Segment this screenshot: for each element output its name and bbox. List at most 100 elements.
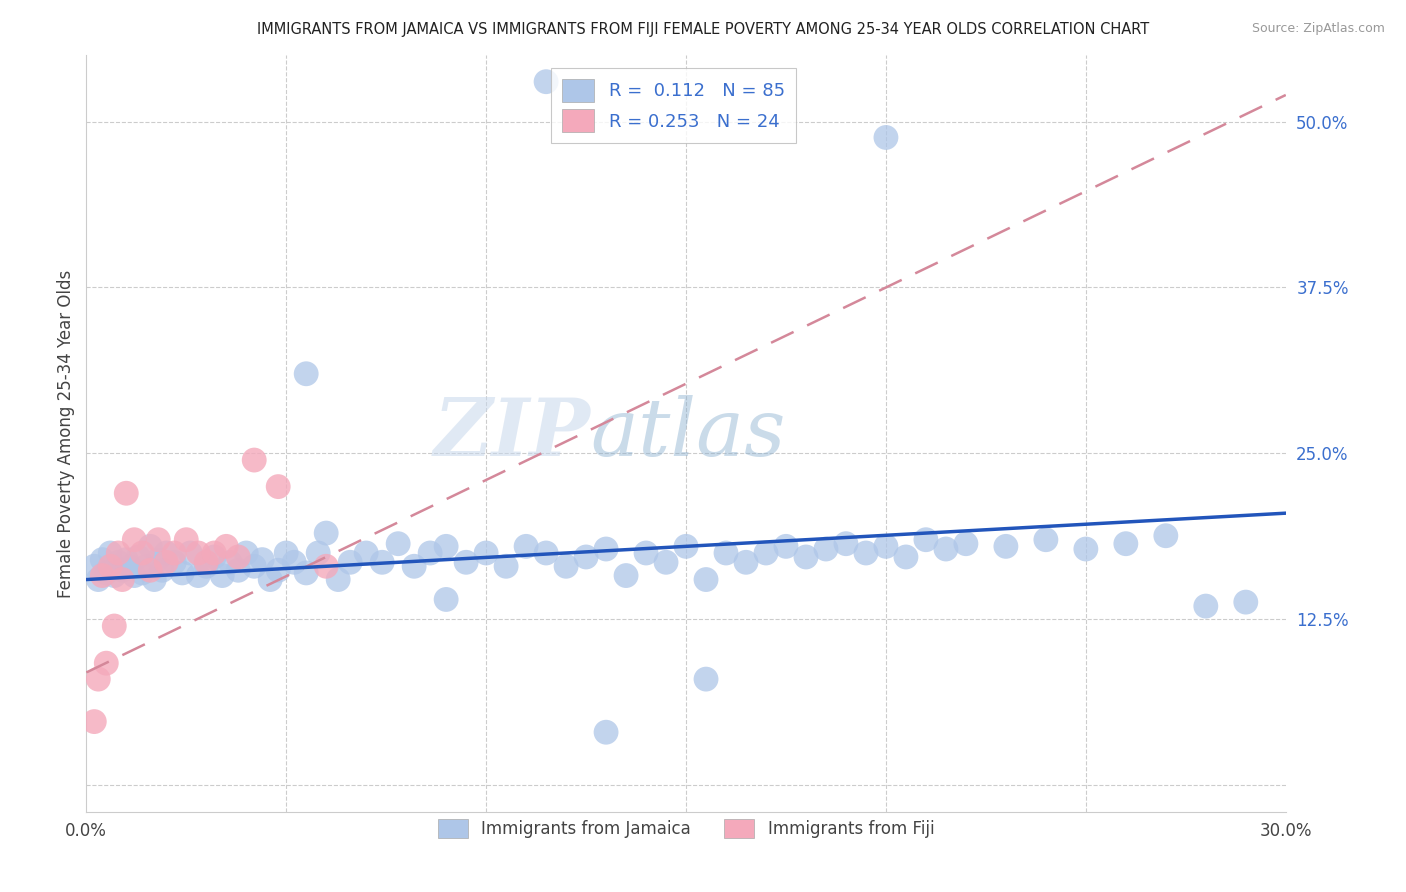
Point <box>534 546 557 560</box>
Text: Source: ZipAtlas.com: Source: ZipAtlas.com <box>1251 22 1385 36</box>
Text: atlas: atlas <box>591 395 786 472</box>
Point <box>83 559 105 574</box>
Text: IMMIGRANTS FROM JAMAICA VS IMMIGRANTS FROM FIJI FEMALE POVERTY AMONG 25-34 YEAR : IMMIGRANTS FROM JAMAICA VS IMMIGRANTS FR… <box>257 22 1149 37</box>
Point <box>243 453 266 467</box>
Point <box>307 546 329 560</box>
Point <box>103 619 125 633</box>
Point <box>115 552 138 566</box>
Point <box>91 552 114 566</box>
Point <box>131 566 153 580</box>
Point <box>315 526 337 541</box>
Point <box>794 549 817 564</box>
Point <box>419 546 441 560</box>
Point <box>155 555 177 569</box>
Point <box>120 559 142 574</box>
Point <box>226 549 249 564</box>
Point <box>955 537 977 551</box>
Point <box>131 546 153 560</box>
Point <box>202 549 225 564</box>
Point <box>87 672 110 686</box>
Point <box>339 555 361 569</box>
Point <box>122 533 145 547</box>
Point <box>755 546 778 560</box>
Point <box>935 541 957 556</box>
Point <box>235 546 257 560</box>
Point <box>595 541 617 556</box>
Point <box>179 546 201 560</box>
Point <box>243 559 266 574</box>
Point <box>267 563 290 577</box>
Point <box>855 546 877 560</box>
Point <box>135 559 157 574</box>
Point <box>634 546 657 560</box>
Point <box>328 573 350 587</box>
Point <box>174 533 197 547</box>
Point <box>211 568 233 582</box>
Point <box>202 546 225 560</box>
Point <box>434 540 457 554</box>
Point <box>295 566 318 580</box>
Point <box>404 559 426 574</box>
Point <box>875 130 897 145</box>
Point <box>595 725 617 739</box>
Point <box>96 656 118 670</box>
Point <box>98 559 121 574</box>
Point <box>371 555 394 569</box>
Point <box>1234 595 1257 609</box>
Legend: Immigrants from Jamaica, Immigrants from Fiji: Immigrants from Jamaica, Immigrants from… <box>432 813 941 845</box>
Point <box>915 533 938 547</box>
Point <box>226 563 249 577</box>
Point <box>148 552 170 566</box>
Point <box>91 568 114 582</box>
Point <box>1115 537 1137 551</box>
Point <box>434 592 457 607</box>
Text: ZIP: ZIP <box>433 395 591 472</box>
Point <box>814 541 837 556</box>
Point <box>1154 529 1177 543</box>
Point <box>1195 599 1218 613</box>
Point <box>107 546 129 560</box>
Point <box>195 555 218 569</box>
Point <box>354 546 377 560</box>
Point <box>139 540 162 554</box>
Point <box>111 563 134 577</box>
Point <box>139 563 162 577</box>
Point <box>1035 533 1057 547</box>
Point <box>187 546 209 560</box>
Point <box>107 555 129 569</box>
Point <box>111 573 134 587</box>
Point <box>775 540 797 554</box>
Point <box>675 540 697 554</box>
Point <box>875 540 897 554</box>
Point <box>835 537 858 551</box>
Point <box>267 480 290 494</box>
Point <box>614 568 637 582</box>
Point <box>215 540 238 554</box>
Point <box>219 555 242 569</box>
Point <box>163 555 186 569</box>
Point <box>250 552 273 566</box>
Point <box>695 672 717 686</box>
Point <box>534 75 557 89</box>
Point <box>187 568 209 582</box>
Point <box>315 559 337 574</box>
Point <box>103 568 125 582</box>
Point <box>150 563 173 577</box>
Point <box>122 568 145 582</box>
Point <box>1074 541 1097 556</box>
Point <box>96 566 118 580</box>
Point <box>155 546 177 560</box>
Point <box>283 555 305 569</box>
Point <box>894 549 917 564</box>
Y-axis label: Female Poverty Among 25-34 Year Olds: Female Poverty Among 25-34 Year Olds <box>58 269 75 598</box>
Point <box>83 714 105 729</box>
Point <box>655 555 678 569</box>
Point <box>735 555 758 569</box>
Point <box>259 573 281 587</box>
Point <box>387 537 409 551</box>
Point <box>994 540 1017 554</box>
Point <box>456 555 478 569</box>
Point <box>495 559 517 574</box>
Point <box>714 546 737 560</box>
Point <box>148 533 170 547</box>
